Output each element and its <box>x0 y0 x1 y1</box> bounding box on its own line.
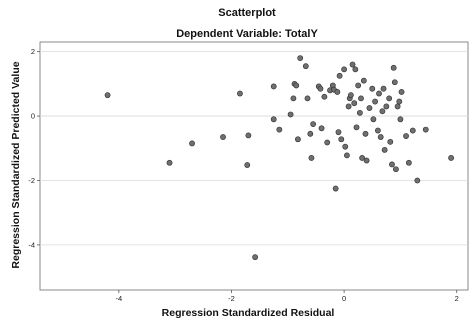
scatter-point <box>351 100 358 107</box>
scatter-point <box>359 155 366 161</box>
scatter-point <box>398 89 405 95</box>
y-axis-label: Regression Standardized Predicted Value <box>10 61 22 268</box>
scatter-point <box>307 130 314 137</box>
x-tick-label: 0 <box>342 294 346 303</box>
scatter-point <box>366 105 373 111</box>
grid-lines <box>40 51 468 246</box>
scatter-point <box>304 95 311 102</box>
scatter-point <box>370 116 377 123</box>
scatter-point <box>380 85 387 92</box>
scatter-point <box>347 92 354 99</box>
y-tick-label: 2 <box>31 47 35 56</box>
data-points <box>104 55 455 261</box>
scatter-point <box>356 109 363 116</box>
scatter-point <box>414 177 421 184</box>
chart-subtitle: Dependent Variable: TotalY <box>176 28 318 40</box>
scatter-point <box>377 134 384 140</box>
scatter-point <box>166 159 173 166</box>
scatter-point <box>369 85 376 92</box>
x-axis-label: Regression Standardized Residual <box>162 307 335 319</box>
scatter-point <box>409 127 416 134</box>
scatter-point <box>295 136 301 143</box>
scatter-point <box>397 116 404 123</box>
scatter-point <box>345 103 352 110</box>
scatter-point <box>355 82 362 89</box>
scatter-point <box>276 126 283 133</box>
scatter-point <box>363 157 370 164</box>
scatter-point <box>308 155 315 161</box>
scatter-point <box>335 129 342 136</box>
scatter-point <box>310 121 317 128</box>
scatter-point <box>383 103 390 110</box>
scatter-point <box>360 77 367 84</box>
scatter-point <box>403 133 409 139</box>
scatter-point <box>394 103 401 110</box>
scatter-point <box>293 82 300 89</box>
scatter-point <box>405 159 412 166</box>
scatter-point <box>244 162 251 168</box>
scatter-point <box>270 116 277 123</box>
chart-title: Scatterplot <box>218 7 276 19</box>
plot-area <box>39 41 469 291</box>
scatter-point <box>393 166 399 173</box>
scatter-point <box>290 95 297 102</box>
scatter-point <box>297 55 304 62</box>
scatter-point <box>381 146 388 153</box>
scatter-point <box>372 98 378 105</box>
x-tick-label: -2 <box>228 294 235 303</box>
scatter-point <box>379 108 386 115</box>
scatter-point <box>448 155 455 161</box>
scatter-point <box>321 93 328 100</box>
scatter-point <box>344 152 350 159</box>
scatter-point <box>389 161 395 168</box>
scatter-point <box>362 130 369 137</box>
scatter-point <box>374 127 381 134</box>
y-tick-label: -2 <box>28 176 35 185</box>
scatter-point <box>422 126 429 133</box>
scatter-point <box>396 98 403 105</box>
scatter-point <box>352 66 359 73</box>
x-tick-label: -4 <box>116 294 123 303</box>
scatter-point <box>317 85 324 92</box>
scatter-point <box>342 143 349 150</box>
scatter-point <box>237 90 243 97</box>
scatter-point <box>245 132 252 139</box>
scatter-point <box>338 136 345 143</box>
scatter-point <box>270 83 277 90</box>
scatter-point <box>332 185 339 192</box>
y-tick-label: 0 <box>31 112 35 121</box>
scatter-point <box>353 124 360 131</box>
scatter-point <box>318 125 325 132</box>
scatter-point <box>334 89 341 95</box>
scatter-point <box>189 140 195 147</box>
scatter-point <box>287 111 294 118</box>
scatter-point <box>252 254 259 261</box>
scatter-point <box>220 134 226 140</box>
scatter-point <box>324 139 331 146</box>
scatter-point <box>391 79 398 86</box>
scatter-point <box>341 66 348 73</box>
scatter-point <box>302 63 309 70</box>
scatter-point <box>349 61 356 68</box>
scatter-point <box>376 90 382 97</box>
scatter-point <box>387 138 394 145</box>
scatter-point <box>390 64 397 71</box>
y-tick-label: -4 <box>28 240 35 249</box>
scatter-point <box>386 95 393 102</box>
axis-ticks: 2 0 -2 -4 -4 -2 0 2 <box>28 47 458 303</box>
x-tick-label: 2 <box>455 294 459 303</box>
scatter-point <box>336 72 343 79</box>
scatter-point <box>358 95 364 102</box>
scatter-point <box>104 92 111 99</box>
